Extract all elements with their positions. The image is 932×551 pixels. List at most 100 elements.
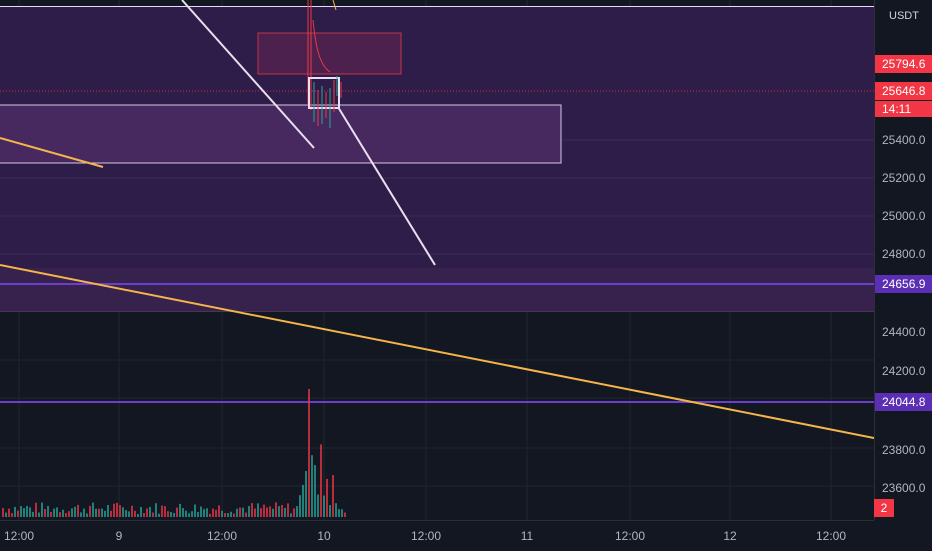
volume-bar <box>11 513 13 517</box>
volume-bar <box>305 470 307 517</box>
volume-bar <box>194 504 196 517</box>
volume-bar <box>131 505 133 517</box>
price-tick: 25400.0 <box>882 133 926 147</box>
volume-bar <box>266 507 268 517</box>
volume-bar <box>332 475 334 517</box>
volume-bar <box>173 513 175 517</box>
white-trendline-1 <box>181 0 315 149</box>
volume-bar <box>203 509 205 517</box>
time-label: 12:00 <box>614 529 646 543</box>
volume-bar <box>176 507 178 517</box>
volume-bar <box>257 503 259 517</box>
volume-bar <box>119 505 121 517</box>
candle-countdown: 14:11 <box>875 101 932 117</box>
volume-bar <box>83 508 85 517</box>
volume-bar <box>14 506 16 517</box>
volume-bar <box>134 510 136 517</box>
volume-bar <box>65 513 67 517</box>
volume-bar <box>179 503 181 517</box>
volume-bar <box>185 510 187 517</box>
volume-bar <box>98 508 100 517</box>
volume-bar <box>224 513 226 517</box>
volume-bar <box>101 508 103 517</box>
volume-bar <box>260 508 262 517</box>
time-label: 11 <box>520 529 534 543</box>
price-axis[interactable]: USDT 25400.0 25200.0 25000.0 24800.0 244… <box>874 0 932 520</box>
volume-bar <box>215 509 217 517</box>
volume-bar <box>74 506 76 517</box>
last-price-badge: 25794.6 <box>875 55 932 73</box>
price-tick: 24200.0 <box>882 364 926 378</box>
volume-bar <box>23 508 25 517</box>
volume-bar <box>218 505 220 517</box>
volume-bar <box>338 509 340 517</box>
volume-bar <box>200 506 202 517</box>
volume-bar <box>281 504 283 517</box>
volume-bar <box>128 511 130 517</box>
volume-bar <box>2 508 4 517</box>
volume-bar <box>110 510 112 517</box>
volume-bar <box>59 512 61 517</box>
volume-bar <box>329 505 331 517</box>
volume-bar <box>296 506 298 517</box>
volume-bar <box>89 505 91 517</box>
time-axis[interactable]: 12:00 9 12:00 10 12:00 11 12:00 12 12:00 <box>0 520 874 551</box>
volume-bar <box>326 478 328 517</box>
volume-bar <box>272 508 274 517</box>
volume-bar <box>95 508 97 517</box>
volume-bar <box>251 503 253 517</box>
volume-bar <box>26 505 28 517</box>
volume-bar <box>161 505 163 517</box>
volume-bar <box>44 508 46 517</box>
currency-label[interactable]: USDT <box>889 10 919 22</box>
volume-bar <box>320 444 322 517</box>
white-trendline-2 <box>337 106 436 266</box>
level-1-badge: 24656.9 <box>875 275 932 293</box>
volume-bar <box>317 494 319 517</box>
candle-cluster <box>307 0 342 128</box>
volume-bar <box>335 503 337 517</box>
volume-bar <box>104 510 106 517</box>
time-label: 12:00 <box>206 529 238 543</box>
volume-bar <box>209 513 211 517</box>
volume-bar <box>275 502 277 517</box>
volume-bar <box>122 507 124 517</box>
scale-settings-badge[interactable]: 2 <box>874 499 894 517</box>
volume-bar <box>242 507 244 517</box>
volume-bar <box>56 507 58 517</box>
volume-bar <box>227 513 229 517</box>
volume-bar <box>32 511 34 517</box>
volume-bar <box>293 508 295 517</box>
volume-bar <box>344 512 346 517</box>
volume-bar <box>254 508 256 517</box>
volume-bar <box>68 511 70 517</box>
chart-plot-area[interactable] <box>0 0 874 520</box>
price-tick: 25000.0 <box>882 209 926 223</box>
volume-bar <box>8 508 10 517</box>
price-tick: 23800.0 <box>882 443 926 457</box>
volume-bar <box>278 506 280 517</box>
volume-bar <box>299 495 301 517</box>
volume-bars <box>2 389 346 517</box>
resistance-box <box>257 32 402 75</box>
volume-bar <box>107 505 109 517</box>
volume-bar <box>41 502 43 517</box>
volume-bar <box>158 513 160 517</box>
time-label: 12:00 <box>815 529 847 543</box>
time-label: 12 <box>723 529 737 543</box>
volume-bar <box>221 510 223 517</box>
volume-bar <box>182 508 184 517</box>
volume-bar <box>236 508 238 517</box>
volume-bar <box>29 507 31 517</box>
volume-bar <box>188 513 190 517</box>
volume-bar <box>323 495 325 517</box>
volume-bar <box>149 506 151 517</box>
chart-canvas[interactable] <box>0 0 874 520</box>
volume-bar <box>92 502 94 517</box>
volume-bar <box>311 455 313 517</box>
volume-bar <box>167 511 169 517</box>
volume-bar <box>5 512 7 517</box>
volume-bar <box>197 512 199 517</box>
volume-bar <box>308 389 310 517</box>
volume-bar <box>20 506 22 517</box>
